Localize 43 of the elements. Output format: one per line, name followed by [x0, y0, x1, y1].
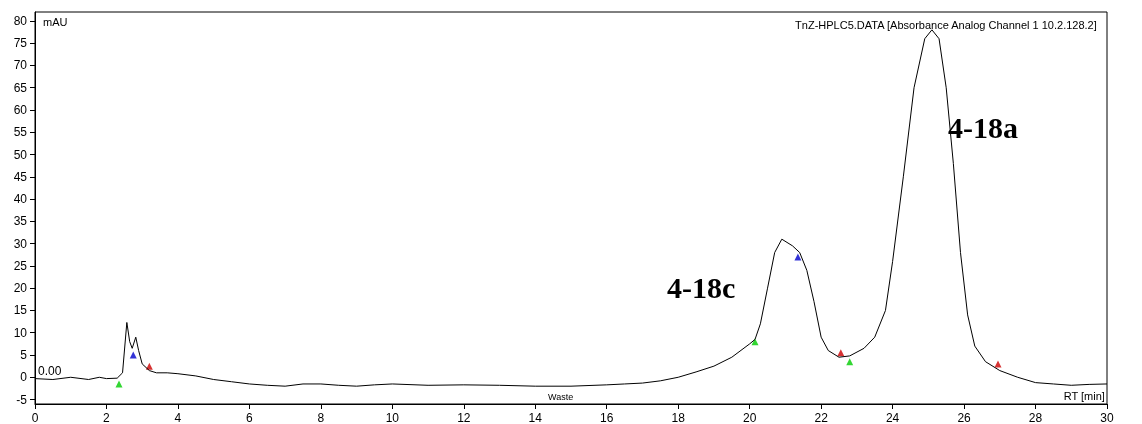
x-tick-label: 20 — [742, 411, 757, 424]
y-tick-label: 20 — [13, 281, 28, 296]
x-tick-label: 4 — [174, 411, 182, 424]
annotation: 0.00 — [38, 364, 62, 378]
y-tick-label: 5 — [20, 348, 28, 362]
point — [129, 351, 137, 359]
x-tick-label: 0 — [31, 411, 39, 424]
x-tick-label: 14 — [528, 411, 543, 424]
x-tick-label: 12 — [457, 411, 471, 424]
x-tick-label: 26 — [957, 411, 972, 424]
x-tick-label: 24 — [885, 411, 900, 424]
y-axis-title: mAU — [43, 15, 68, 28]
x-tick-label: 10 — [385, 411, 400, 424]
annotation: Waste — [548, 391, 574, 402]
y-tick-label: 40 — [13, 192, 28, 207]
y-tick-label: 30 — [13, 236, 28, 251]
x-tick-label: 2 — [103, 411, 111, 424]
y-tick-label: 15 — [13, 303, 28, 318]
y-tick-label: 60 — [13, 103, 28, 117]
annotation: 4-18c — [667, 270, 736, 304]
y-tick-label: 75 — [13, 36, 28, 51]
x-tick-label: 16 — [600, 411, 614, 424]
point — [994, 360, 1002, 368]
x-tick-label: 30 — [1100, 411, 1114, 424]
x-tick-label: 6 — [246, 411, 254, 424]
x-tick-label: 22 — [814, 411, 829, 424]
y-tick-label: 65 — [13, 80, 28, 95]
y-tick-label: -5 — [16, 392, 28, 407]
y-tick-label: 55 — [13, 125, 28, 140]
y-tick-label: 0 — [20, 370, 28, 385]
y-tick-label: 70 — [13, 58, 28, 73]
point — [794, 253, 802, 261]
y-tick-label: 10 — [13, 325, 28, 340]
text: TnZ-HPLC5.DATA [Absorbance Analog Channel 1 10.2.128.2] — [795, 18, 1097, 31]
y-tick-label: 35 — [13, 214, 28, 229]
y-tick-label: 25 — [13, 258, 28, 273]
y-tick-label: 80 — [13, 13, 28, 28]
x-axis-title: RT [min] — [1063, 389, 1105, 402]
x-tick-label: 18 — [671, 411, 686, 424]
y-tick-label: 50 — [13, 147, 28, 162]
y-tick-label: 45 — [13, 169, 28, 184]
x-tick-label: 28 — [1028, 411, 1043, 424]
x-tick-label: 8 — [317, 411, 325, 424]
